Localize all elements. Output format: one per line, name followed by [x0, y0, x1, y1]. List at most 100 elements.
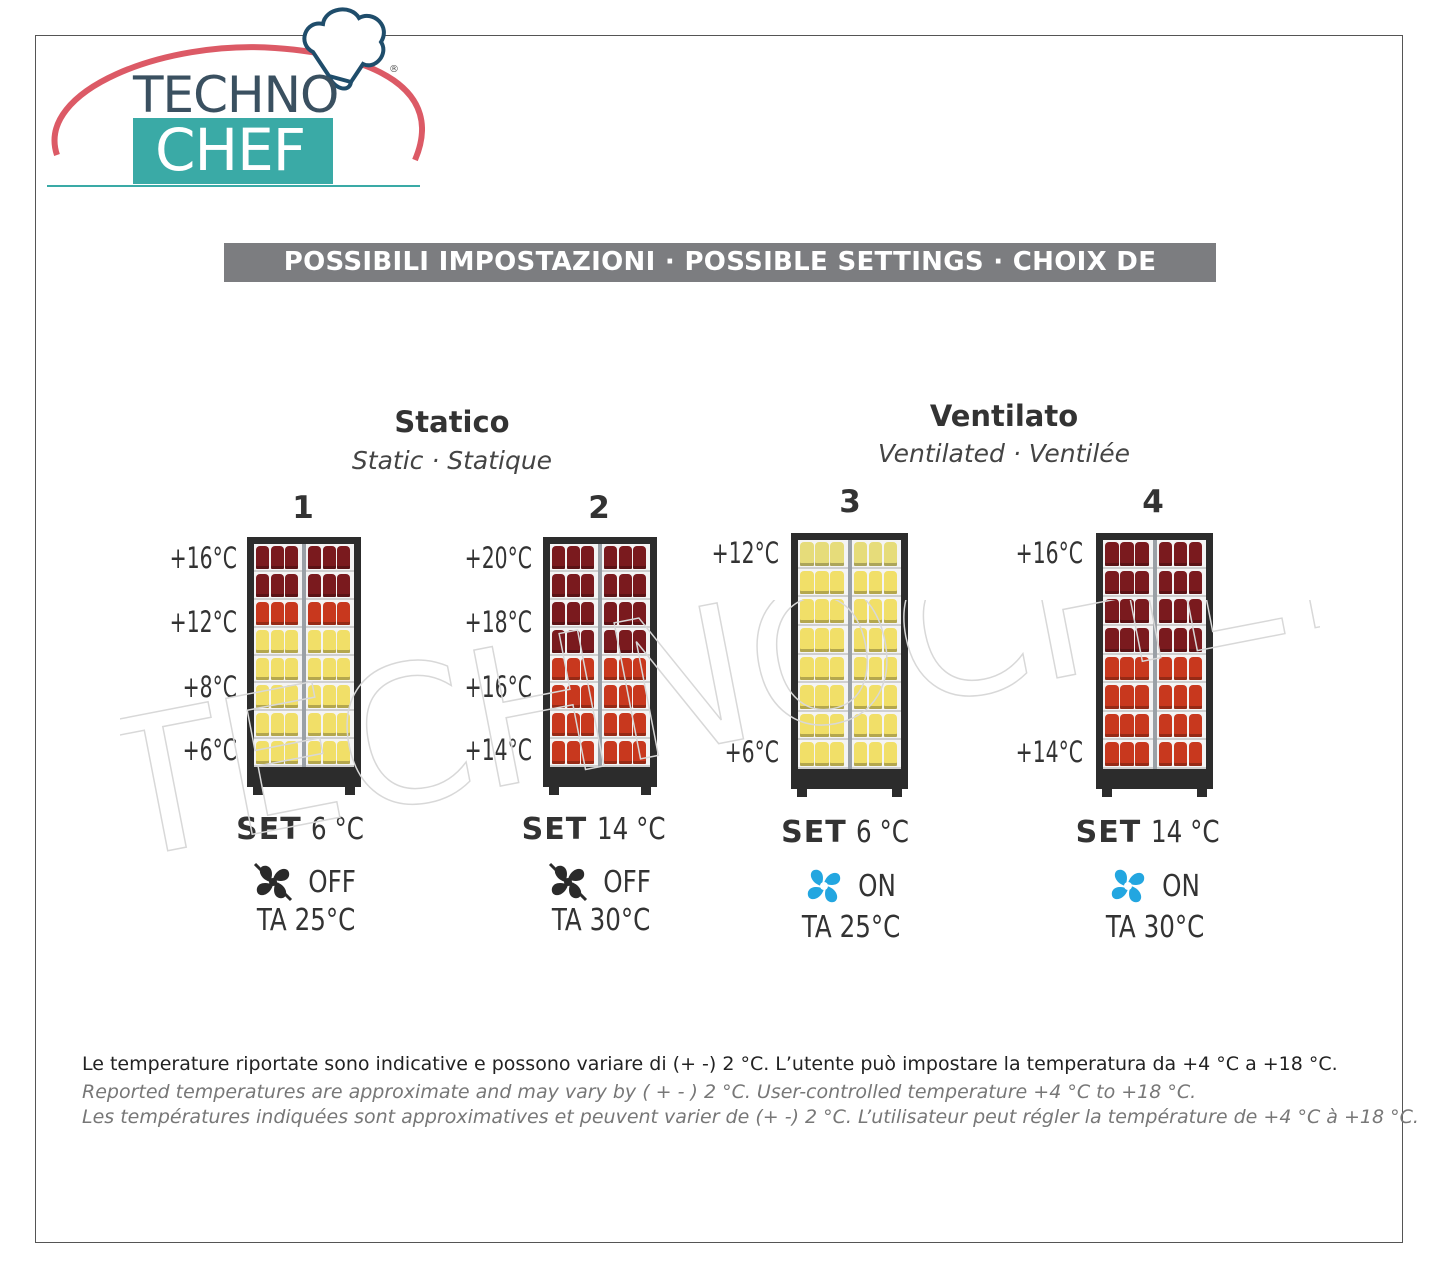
bottle [552, 685, 566, 709]
bottle [868, 742, 883, 766]
bottle [800, 742, 814, 766]
bottle [830, 656, 844, 681]
bottle [1135, 627, 1149, 652]
bottle [1173, 713, 1188, 738]
bottle [1158, 599, 1173, 623]
cabinet-interior [1103, 540, 1206, 769]
bottle [337, 713, 351, 737]
fan-off-icon [253, 862, 292, 902]
logo-text-techno: TECHNO [133, 66, 339, 124]
bottle [1158, 685, 1173, 709]
set-temperature: SET 14 °C [1035, 815, 1275, 850]
bottle [581, 573, 595, 597]
bottle [1120, 570, 1134, 595]
temperature-label: +8°C [182, 670, 237, 704]
note-french: Les températures indiquées sont approxim… [82, 1106, 1419, 1128]
bottle [270, 685, 284, 709]
bottle [1105, 713, 1119, 738]
wine-cabinet [1096, 533, 1213, 797]
bottle [1120, 713, 1134, 738]
ambient-value: TA 30°C [1105, 910, 1205, 945]
bottle [853, 599, 868, 623]
bottle [552, 573, 566, 597]
logo-chef-box [133, 118, 333, 184]
bottle [285, 546, 299, 569]
bottle [1173, 570, 1188, 595]
bottle [1188, 656, 1203, 681]
bottle [868, 542, 883, 566]
bottle [270, 629, 284, 653]
bottle [868, 570, 883, 595]
column-number: 4 [1142, 484, 1164, 520]
bottle [322, 741, 336, 764]
bottle [1188, 713, 1203, 738]
group-title-ventilated: Ventilato [929, 399, 1079, 433]
wine-cabinet [543, 537, 657, 795]
bottle [618, 546, 632, 569]
bottle [1158, 656, 1173, 681]
bottle [270, 713, 284, 737]
fan-status: ON [731, 864, 971, 908]
temperature-label: +16°C [464, 670, 532, 704]
bottle [285, 741, 299, 764]
bottle [883, 599, 898, 623]
ambient-value: TA 25°C [801, 910, 901, 945]
bottle [552, 713, 566, 737]
bottle [256, 573, 270, 597]
ambient-temperature: TA 30°C [1035, 910, 1275, 945]
bottle [853, 542, 868, 566]
bottle [552, 629, 566, 653]
set-label: SET [521, 812, 588, 847]
bottle [815, 742, 829, 766]
bottle [1105, 542, 1119, 566]
bottle [1135, 742, 1149, 766]
logo-text-chef: CHEF [155, 116, 306, 184]
bottle [1173, 542, 1188, 566]
bottle [566, 546, 580, 569]
bottle [1173, 627, 1188, 652]
cabinet-foot [892, 789, 902, 797]
bottle [1120, 599, 1134, 623]
door-divider [1152, 540, 1157, 769]
bottle [830, 713, 844, 738]
bottle [800, 570, 814, 595]
bottle [1120, 685, 1134, 709]
temperature-label: +6°C [724, 735, 779, 769]
bottle [853, 656, 868, 681]
bottle [868, 713, 883, 738]
page-frame [35, 35, 1403, 1243]
bottle [581, 629, 595, 653]
bottle [830, 599, 844, 623]
bottle [1173, 599, 1188, 623]
bottle [308, 741, 322, 764]
bottle [1105, 599, 1119, 623]
bottle [633, 573, 647, 597]
bottle [308, 657, 322, 681]
bottle [552, 601, 566, 625]
bottle [633, 685, 647, 709]
bottle [322, 629, 336, 653]
technochef-logo: TECHNO CHEF ® [45, 0, 425, 190]
bottle [566, 685, 580, 709]
bottle [1158, 570, 1173, 595]
bottle [618, 741, 632, 764]
bottle [618, 629, 632, 653]
bottle [883, 656, 898, 681]
bottle [1173, 685, 1188, 709]
bottle [270, 741, 284, 764]
bottle [285, 601, 299, 625]
bottle [830, 570, 844, 595]
cabinet-foot [1102, 789, 1112, 797]
bottle [1173, 656, 1188, 681]
temperature-label: +6°C [182, 733, 237, 767]
bottle [604, 601, 618, 625]
bottle [1105, 656, 1119, 681]
settings-banner: POSSIBILI IMPOSTAZIONI · POSSIBLE SETTIN… [224, 243, 1216, 316]
group-subtitle-ventilated: Ventilated · Ventilée [877, 439, 1131, 468]
bottle [883, 685, 898, 709]
bottle [322, 573, 336, 597]
bottle [1135, 713, 1149, 738]
bottle [285, 629, 299, 653]
bottle [868, 627, 883, 652]
bottle [883, 570, 898, 595]
